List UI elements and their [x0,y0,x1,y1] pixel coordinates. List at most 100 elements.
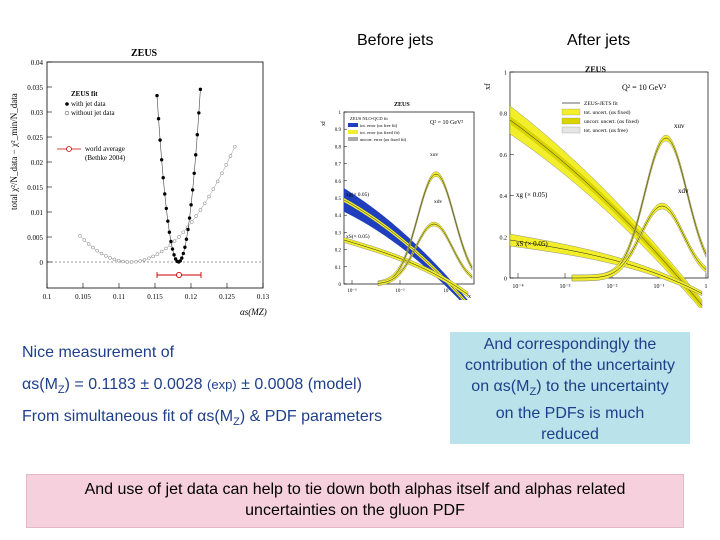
with-jet-point [163,192,167,196]
with-jet-point [172,253,176,257]
right-xtick-label: 1 [705,284,708,290]
with-jet-point [167,230,172,234]
without-jet-point [155,252,160,256]
mid-ytick-label: 0.4 [335,214,342,219]
with-jet-point [198,87,203,92]
without-jet-point [164,246,168,251]
alphas-value-line: αs(MZ) = 0.1183 ± 0.0028 (exp) ± 0.0008 … [22,376,362,397]
mid-ytick-label: 0.8 [335,145,342,150]
without-jet-point [129,260,134,264]
left-legend-3: world average [85,145,125,153]
without-jet-point [121,259,125,264]
without-jet-point [172,239,177,243]
mid-plot-ylabel: xf [320,121,327,126]
mid-ytick-label: 0 [339,283,342,288]
left-xtick-label: 0.125 [219,293,235,301]
right-ytick-label: 0.8 [500,112,508,118]
with-jet-point [169,239,173,244]
right-curve-label-1: xdv [678,187,689,195]
left-ytick-label: 0.015 [27,184,43,192]
with-jet-point [181,251,186,256]
without-jet-point [112,257,117,262]
header-after-jets: After jets [567,32,631,49]
without-jet-point [190,220,194,224]
chi2-scan-plot: ZEUS 0 0.005 0.01 0.015 0.02 0.025 0.03 0.035 0.… [5,40,290,330]
mid-ytick-label: 0.5 [335,197,342,202]
with-jet-point [161,176,165,180]
without-jet-point [99,251,104,256]
left-ytick-label: 0.025 [27,134,43,142]
right-legend-0: ZEUS-JETS fit [584,100,618,107]
mid-xtick-label: 10⁻³ [347,288,357,294]
without-jet-point [207,194,211,199]
mid-curve-label-0: xuv [430,152,439,158]
right-ytick-label: 0.2 [500,235,508,241]
left-xtick-label: 0.115 [147,293,163,301]
without-jet-point [211,187,216,191]
with-jet-point [183,245,187,249]
mid-ytick-label: 0.7 [335,163,342,168]
with-jet-point [186,227,190,232]
right-ytick-label: 1 [504,71,507,77]
without-jet-point [91,245,95,250]
right-xtick-label: 10⁻¹ [654,284,665,290]
simultaneous-fit-line: From simultaneous fit of αs(MZ) & PDF pa… [22,408,383,429]
right-ytick-label: 0.6 [500,153,508,159]
without-jet-point [233,144,237,149]
left-plot-xlabel: αs(MZ) [240,307,267,317]
pdf-before-jets-plot: ZEUS Q² = 10 GeV² xf 0 0.1 0.2 0.3 0.4 0.5 0.6… [318,60,480,300]
with-jet-point [190,188,195,192]
without-jet-point [224,163,228,167]
left-ytick-label: 0.01 [31,209,44,217]
right-ytick-label: 0.4 [500,194,508,200]
with-jet-point [164,206,168,211]
mid-plot-title: ZEUS [394,102,410,108]
mid-plot-xlabel: x [468,294,471,300]
with-jet-point [184,237,189,241]
right-curve-label-3: xS (× 0.05) [516,240,548,248]
mid-ytick-label: 0.9 [335,128,342,133]
without-jet-point [78,234,82,238]
with-jet-point [194,153,198,157]
mid-xtick-label: 10⁻² [395,288,405,294]
with-jet-point [187,216,192,220]
without-jet-point [202,201,207,206]
mid-ytick-label: 0.6 [335,180,342,185]
mid-ytick-label: 0.3 [335,231,342,236]
without-jet-point [215,179,220,184]
right-legend-2: uncorr. uncert. (αs fixed) [584,118,639,125]
left-ytick-label: 0 [40,259,44,267]
right-xtick-label: 10⁻² [607,284,618,290]
measurement-intro: Nice measurement of [22,344,175,361]
without-jet-point [198,208,203,212]
without-jet-point [108,256,112,260]
world-average-point [175,271,183,279]
pdf-after-jets-plot: ZEUS Q² = 10 GeV² xf 0 0.2 0.4 0.6 0.8 1 10⁻⁴… [482,50,715,308]
with-jet-point [155,93,159,98]
without-jet-point [138,259,142,263]
with-jet-point [159,158,164,162]
without-jet-point [116,258,121,263]
without-jet-point [151,254,155,259]
without-jet-point [194,214,198,218]
right-curve-label-2: xg (× 0.05) [516,191,548,199]
right-plot-ylabel: xf [483,83,492,90]
left-ytick-label: 0.04 [31,59,44,67]
left-legend-4: (Bethke 2004) [85,154,126,162]
right-curve-label-0: xuv [674,122,685,130]
with-jet-point [158,138,162,142]
without-jet-point [228,154,233,158]
left-legend-1: with jet data [71,100,106,108]
right-legend-1: tot. uncert. (αs fixed) [584,109,631,116]
with-jet-point [166,219,170,223]
right-xtick-label: 10⁻³ [560,284,571,290]
mid-ytick-label: 0.1 [335,266,342,271]
left-legend-0: ZEUS fit [71,90,98,98]
with-jet-point [197,111,201,115]
left-legend-2: without jet data [71,109,115,117]
without-jet-point [95,248,99,253]
without-jet-point [147,256,151,261]
without-jet-point [86,242,91,246]
left-xtick-label: 0.13 [257,293,270,301]
mid-ytick-label: 0.2 [335,249,342,254]
